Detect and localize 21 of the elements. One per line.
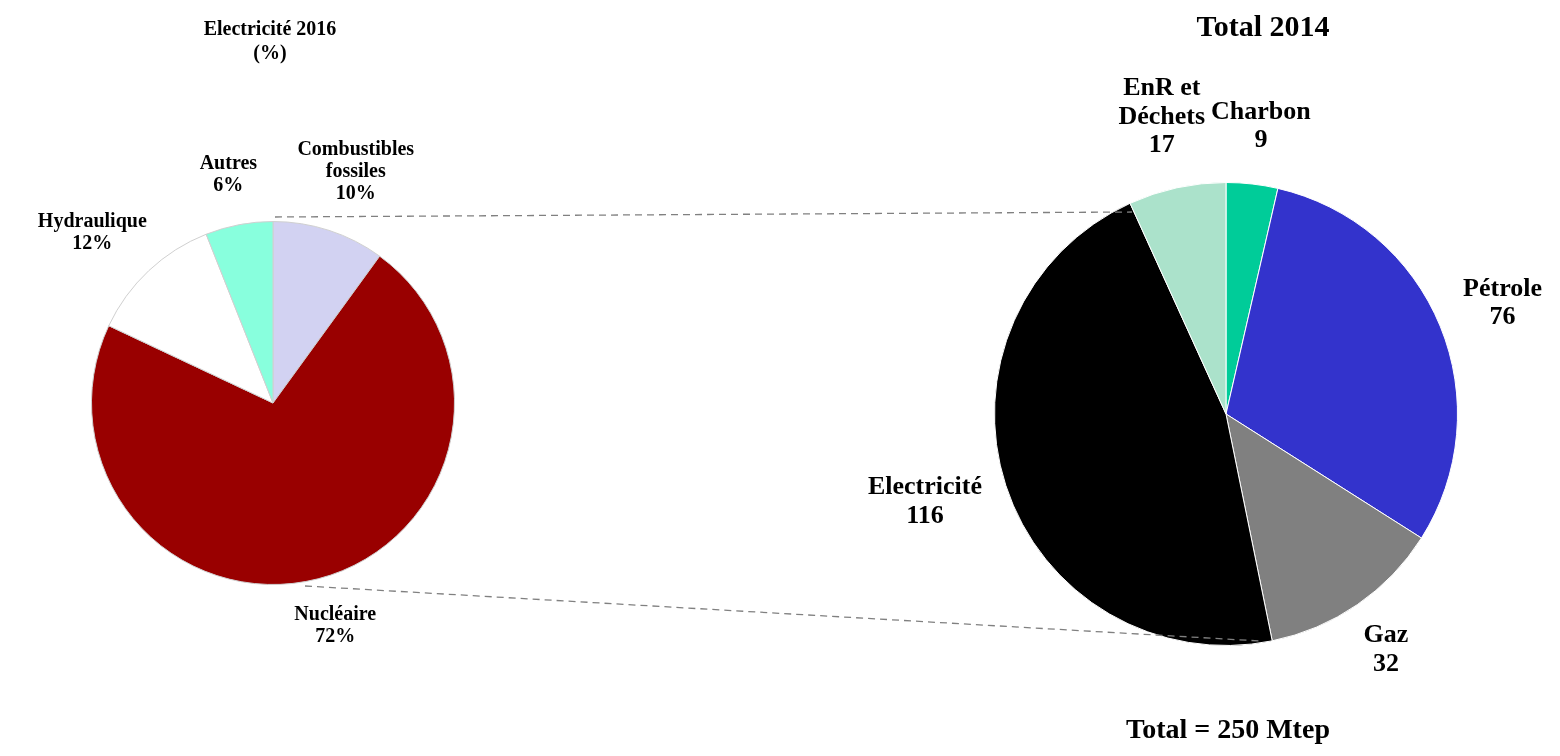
data-label: 10%: [335, 180, 376, 203]
data-label: 12%: [72, 231, 113, 254]
data-label: 72%: [315, 624, 356, 647]
data-label: 17: [1148, 129, 1175, 159]
data-label: 9: [1254, 124, 1268, 154]
slice-label: Pétrole: [1463, 272, 1543, 302]
data-label: 76: [1489, 301, 1516, 331]
slice-label: Electricité: [867, 471, 982, 501]
data-label: 32: [1372, 647, 1399, 677]
slice-label: Autres: [199, 150, 258, 173]
slice-label: Hydraulique: [37, 209, 147, 233]
slice-label: Gaz: [1363, 619, 1409, 649]
slice-label: EnR et Déchets: [1118, 72, 1206, 130]
slice-label: Nucléaire: [294, 602, 377, 625]
slice-label: Combustibles fossiles: [297, 136, 415, 181]
slice-label: Charbon: [1211, 95, 1312, 125]
text: Total = 250 Mtep: [1125, 712, 1331, 746]
data-label: 116: [906, 499, 944, 529]
chart-title: Total 2014: [1195, 8, 1331, 44]
data-label: 6%: [213, 172, 244, 195]
chart-title: Electricité 2016 (%): [202, 16, 338, 64]
